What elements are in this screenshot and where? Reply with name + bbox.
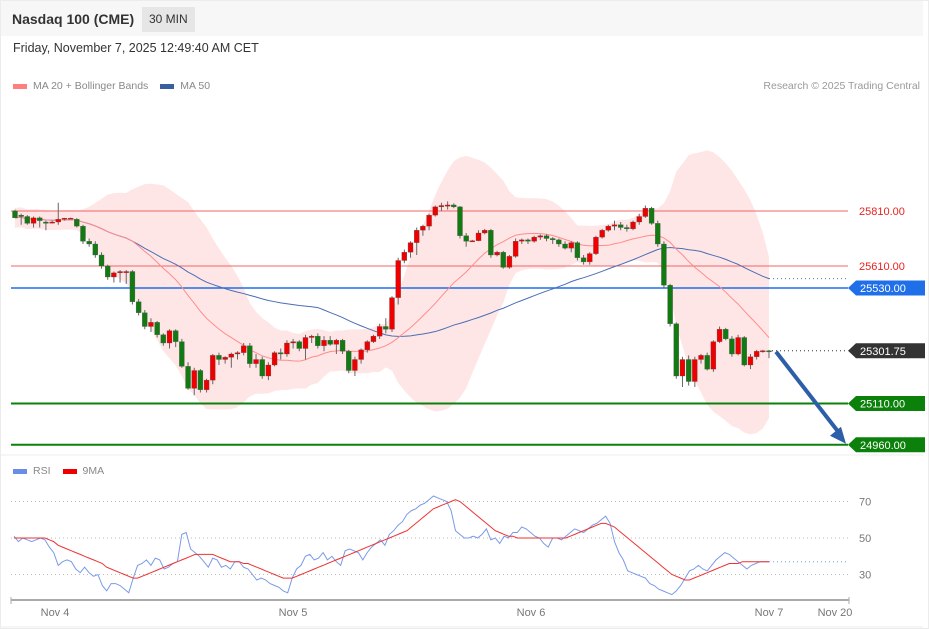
candlesticks: [12, 201, 772, 396]
rsi-swatch-icon: [13, 468, 27, 474]
rsi-ma-line: [14, 499, 769, 581]
x-tick-label: Nov 7: [755, 607, 784, 619]
legend-rsi-label: RSI: [33, 465, 51, 477]
support-level-label: 24960.00: [848, 437, 925, 453]
bollinger-band: [15, 150, 769, 435]
legend-rsi: RSI: [13, 465, 51, 477]
x-tick-label: Nov 4: [41, 607, 70, 619]
chart-datetime: Friday, November 7, 2025 12:49:40 AM CET: [13, 41, 259, 55]
ma50-swatch-icon: [160, 83, 175, 89]
x-tick-label: Nov 20: [818, 607, 853, 619]
svg-text:25110.00: 25110.00: [860, 399, 905, 411]
rsi-line: [13, 495, 769, 596]
chart-header: Nasdaq 100 (CME) 30 MIN: [1, 1, 923, 36]
rsi-tick-label: 50: [859, 533, 871, 545]
main-legend: MA 20 + Bollinger Bands MA 50: [13, 80, 222, 92]
pivot-level-label: 25530.00: [848, 280, 925, 296]
support-level-label: 25110.00: [848, 396, 925, 411]
svg-text:25810.00: 25810.00: [859, 206, 905, 218]
rsi-ma-swatch-icon: [62, 468, 77, 474]
resistance-level-label: 25610.00: [859, 261, 905, 273]
legend-rsi-ma-label: 9MA: [82, 465, 105, 477]
svg-text:24960.00: 24960.00: [860, 440, 906, 452]
svg-text:25530.00: 25530.00: [860, 283, 906, 295]
legend-ma50: MA 50: [160, 80, 210, 92]
ma20-swatch-icon: [13, 83, 27, 89]
resistance-level-label: 25810.00: [859, 206, 905, 218]
rsi-tick-label: 70: [859, 497, 871, 509]
rsi-legend: RSI 9MA: [13, 465, 116, 477]
rsi-tick-label: 30: [859, 570, 871, 582]
svg-text:25610.00: 25610.00: [859, 261, 905, 273]
copyright-notice: Research © 2025 Trading Central: [763, 80, 920, 92]
svg-text:25301.75: 25301.75: [860, 346, 906, 358]
timeframe-badge[interactable]: 30 MIN: [142, 7, 195, 32]
ma20-line: [14, 216, 770, 362]
instrument-title: Nasdaq 100 (CME): [12, 11, 135, 27]
ma50-line: [14, 216, 770, 337]
legend-ma50-label: MA 50: [180, 80, 211, 92]
x-tick-label: Nov 6: [517, 607, 546, 619]
last-level-label: 25301.75: [848, 343, 925, 359]
legend-rsi-ma: 9MA: [62, 465, 105, 477]
x-tick-label: Nov 5: [279, 607, 308, 619]
legend-ma20-bollinger: MA 20 + Bollinger Bands: [13, 80, 148, 92]
projection-arrow: [774, 350, 846, 444]
legend-ma20-label: MA 20 + Bollinger Bands: [33, 80, 149, 92]
